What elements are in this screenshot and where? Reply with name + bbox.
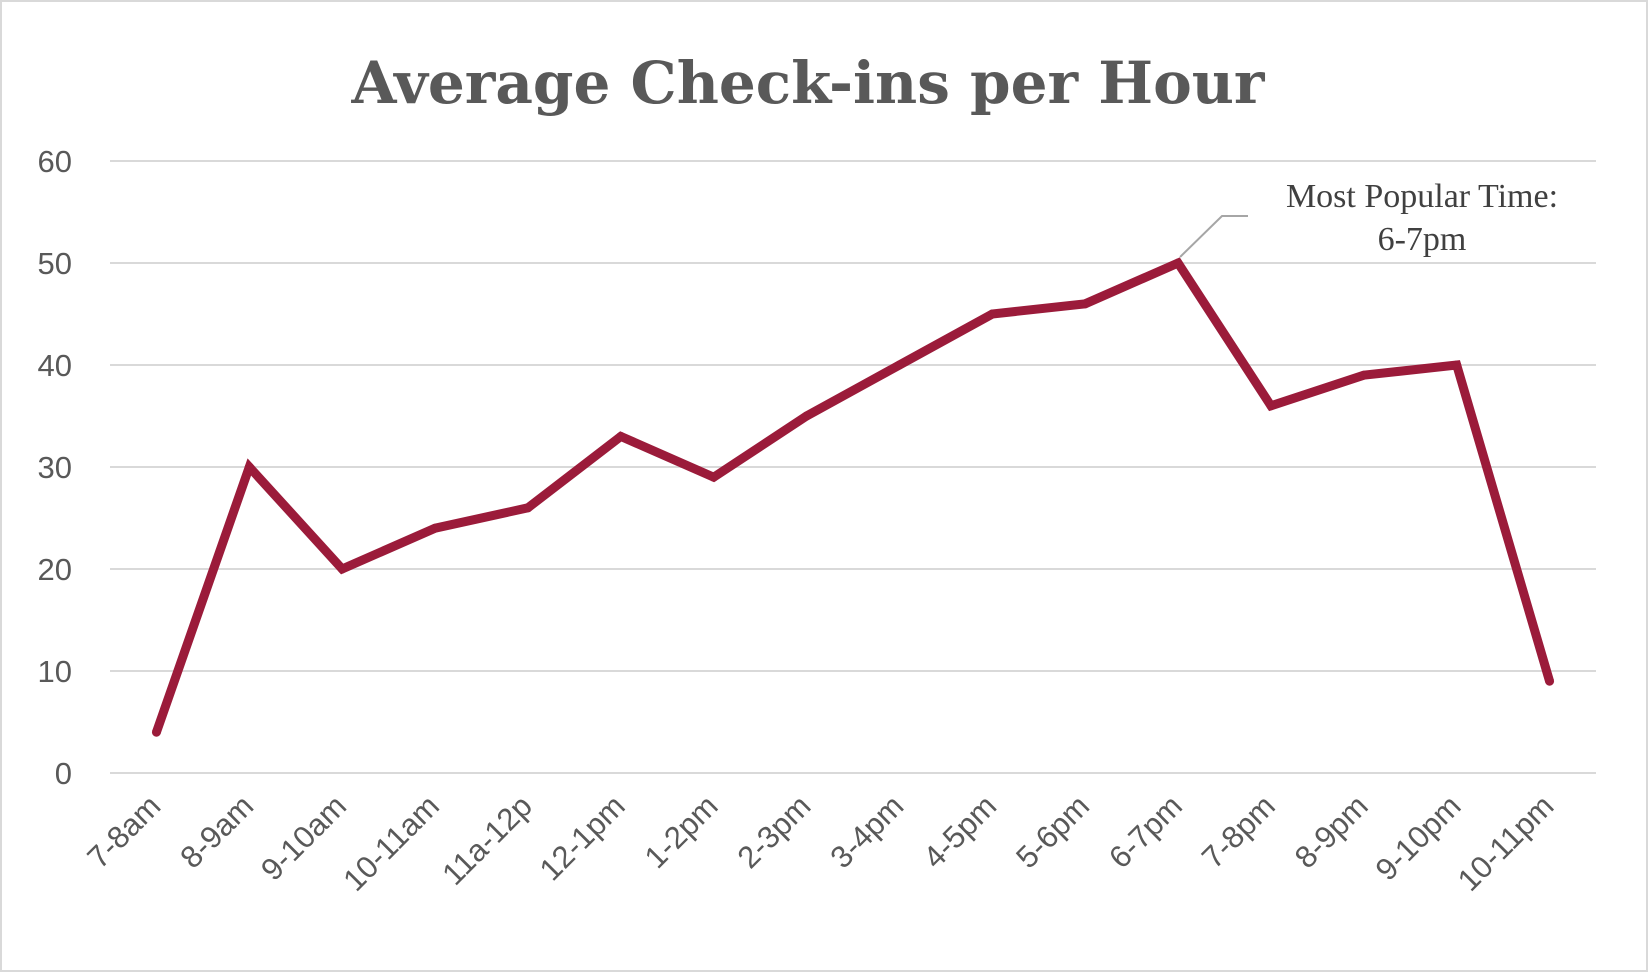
x-tick-label: 7-8pm: [1195, 788, 1282, 875]
x-tick-label: 7-8am: [81, 788, 168, 875]
data-point-1-2pm: [709, 472, 719, 482]
data-point-11a-12p: [523, 503, 533, 513]
y-tick-label: 0: [55, 756, 72, 791]
y-tick-label: 50: [38, 246, 72, 281]
annotation: Most Popular Time: 6-7pm: [1179, 178, 1558, 258]
x-tick-label: 3-4pm: [824, 788, 911, 875]
data-point-10-11pm: [1545, 676, 1555, 686]
x-tick-label: 10-11pm: [1451, 788, 1561, 898]
x-tick-label: 2-3pm: [731, 788, 818, 875]
data-point-9-10am: [337, 564, 347, 574]
data-point-4-5pm: [987, 309, 997, 319]
data-point-2-3pm: [802, 411, 812, 421]
y-tick-label: 40: [38, 348, 72, 383]
y-axis-ticks: 0 10 20 30 40 50 60: [38, 144, 72, 791]
data-point-10-11am: [430, 523, 440, 533]
chart-title: Average Check-ins per Hour: [351, 49, 1266, 117]
data-point-3-4pm: [894, 360, 904, 370]
gridlines: [110, 160, 1596, 774]
y-tick-label: 10: [38, 654, 72, 689]
x-tick-label: 12-1pm: [533, 788, 632, 887]
x-tick-label: 10-11am: [336, 788, 446, 898]
x-tick-label: 5-6pm: [1009, 788, 1096, 875]
x-tick-label: 8-9pm: [1288, 788, 1375, 875]
data-point-12-1pm: [616, 431, 626, 441]
data-point-7-8pm: [1266, 401, 1276, 411]
data-point-7-8am: [151, 727, 161, 737]
y-tick-label: 30: [38, 450, 72, 485]
annotation-line-1: Most Popular Time:: [1286, 178, 1558, 215]
x-tick-label: 6-7pm: [1102, 788, 1189, 875]
y-tick-label: 20: [38, 552, 72, 587]
x-tick-label: 11a-12p: [435, 788, 539, 892]
data-point-8-9pm: [1359, 370, 1369, 380]
data-point-5-6pm: [1080, 299, 1090, 309]
series-layer: [151, 257, 1555, 737]
data-point-6-7pm: [1173, 258, 1183, 268]
annotation-line-2: 6-7pm: [1378, 221, 1467, 258]
data-point-8-9am: [244, 462, 254, 472]
annotation-leader-line: [1179, 215, 1248, 258]
x-tick-label: 8-9am: [173, 788, 260, 875]
series-line: [152, 257, 1554, 734]
data-point-9-10pm: [1452, 360, 1462, 370]
y-tick-label: 60: [38, 144, 72, 179]
x-tick-label: 1-2pm: [638, 788, 725, 875]
x-tick-label: 4-5pm: [916, 788, 1003, 875]
